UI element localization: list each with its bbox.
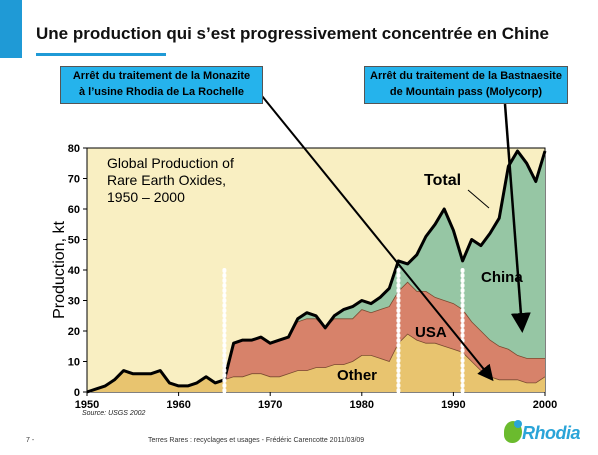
y-tick-label-40: 40 [68,265,80,277]
callout-bastnaesite-arrow [503,103,531,333]
x-tick-label-1970: 1970 [258,399,282,411]
y-tick-label-70: 70 [68,174,80,186]
x-tick-label-1980: 1980 [350,399,374,411]
source-note: Source: USGS 2002 [82,410,146,417]
label-other: Other [337,367,377,384]
total-line [86,149,547,394]
callout-monazite-line-2: à l’usine Rhodia de La Rochelle [78,86,245,98]
callout-monazite: Arrêt du traitement de la Monazite à l’u… [60,66,263,104]
y-tick-label-0: 0 [74,387,80,399]
chart-title-line-2: Rare Earth Oxides, [107,172,226,188]
y-tick-label-60: 60 [68,204,80,216]
y-tick-label-30: 30 [68,296,80,308]
rhodia-logo-text: Rhodia [522,423,581,443]
callout-bastnaesite-line-2: de Mountain pass (Molycorp) [389,86,543,98]
callout-monazite-arrow [261,95,494,382]
chart-title-line-1: Global Production of [107,155,234,171]
title-underline [36,53,166,56]
callout-monazite-line-1: Arrêt du traitement de la Monazite [72,70,251,82]
callout-bastnaesite: Arrêt du traitement de la Bastnaesite de… [364,66,568,104]
area-other [87,334,545,392]
page-number: 7 - [26,437,35,444]
slide-title: Une production qui s’est progressivement… [36,24,549,43]
y-tick-label-50: 50 [68,235,80,247]
x-tick-label-1950: 1950 [75,399,99,411]
x-tick-label-1960: 1960 [166,399,190,411]
label-total: Total [424,172,461,189]
rhodia-logo-dot [514,420,522,428]
y-tick-label-80: 80 [68,143,80,155]
chart-title-line-3: 1950 – 2000 [107,189,185,205]
callout-bastnaesite-line-1: Arrêt du traitement de la Bastnaesite [370,70,562,82]
x-tick-label-1990: 1990 [441,399,465,411]
y-tick-label-20: 20 [68,326,80,338]
footer-text: Terres Rares : recyclages et usages - Fr… [148,437,365,444]
header-accent-bar [0,0,22,58]
total-label-arrow [467,189,490,209]
y-tick-label-10: 10 [68,357,80,369]
y-axis-label: Production, kt [51,221,68,319]
label-usa: USA [415,324,447,341]
x-tick-label-2000: 2000 [533,399,557,411]
label-china: China [481,269,523,286]
